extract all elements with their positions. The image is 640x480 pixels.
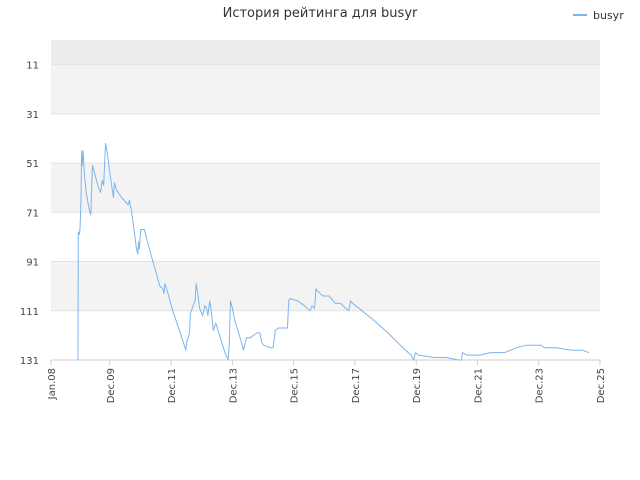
plot-background-bands [51, 40, 600, 311]
x-tick-label: Dec.15 [290, 368, 301, 403]
x-tick-label: Dec.17 [351, 368, 362, 403]
y-axis-tick-labels: 11 31 51 71 91 111 131 [20, 61, 39, 367]
plot-band [51, 163, 600, 213]
y-tick-label: 71 [26, 208, 39, 219]
x-tick-label: Dec.21 [473, 368, 484, 403]
legend-label-busyr: busyr [593, 9, 624, 22]
x-tick-label: Dec.09 [106, 368, 117, 403]
y-tick-label: 111 [20, 307, 39, 318]
plot-band [51, 40, 600, 65]
x-tick-label: Jan.08 [47, 368, 58, 400]
y-tick-label: 31 [26, 110, 39, 121]
plot-band [51, 64, 600, 114]
x-tick-label: Dec.25 [596, 368, 607, 403]
y-tick-label: 131 [20, 356, 39, 367]
x-tick-label: Dec.13 [228, 368, 239, 403]
legend[interactable]: busyr [573, 9, 624, 22]
y-tick-label: 11 [26, 61, 39, 72]
plot-band [51, 261, 600, 311]
x-axis-tick-labels: Jan.08 Dec.09 Dec.11 Dec.13 Dec.15 Dec.17 Dec.… [47, 360, 607, 403]
y-tick-label: 91 [26, 258, 39, 269]
series-layer [77, 142, 589, 361]
series-line-busyr [77, 142, 589, 361]
y-tick-label: 51 [26, 159, 39, 170]
x-tick-label: Dec.23 [535, 368, 546, 403]
chart-title: История рейтинга для busyr [223, 6, 418, 21]
x-tick-label: Dec.19 [412, 368, 423, 403]
x-tick-label: Dec.11 [167, 368, 178, 403]
